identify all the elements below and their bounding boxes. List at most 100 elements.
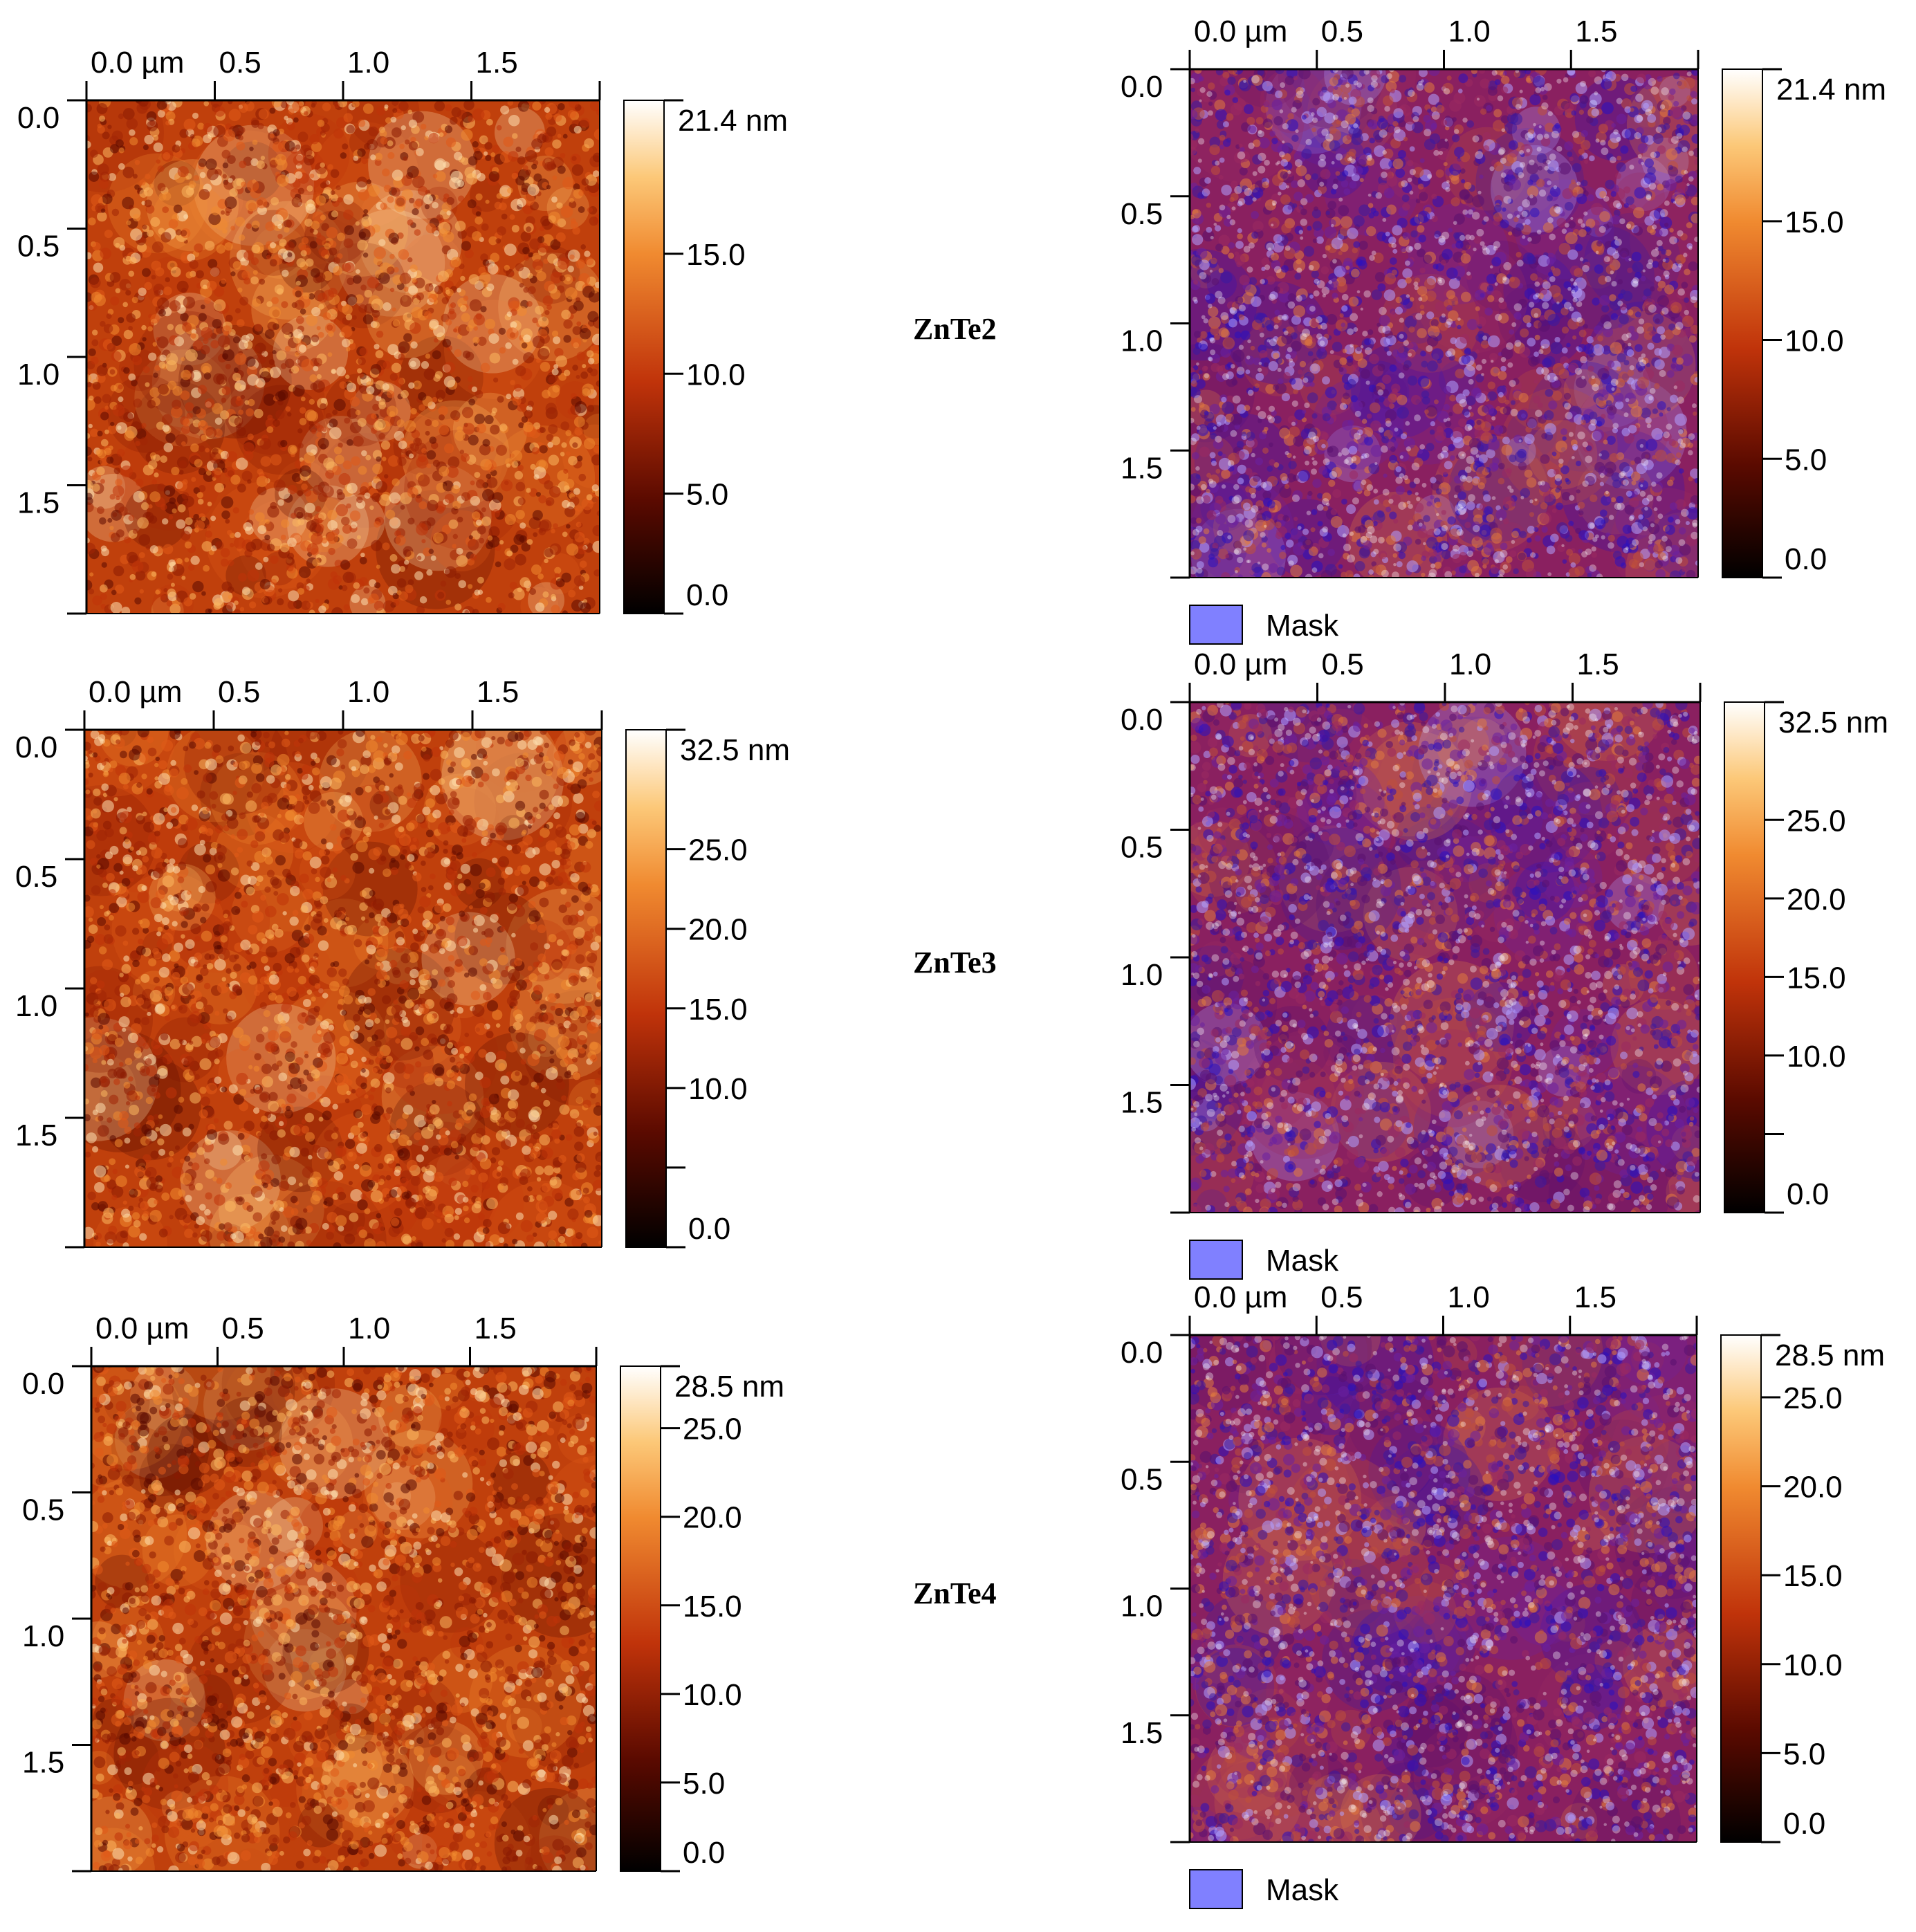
x-tick-label: 0.0 µm [1194, 15, 1287, 48]
scale-max-label: 32.5 nm [1778, 706, 1888, 739]
scale-tick-label: 10.0 [683, 1678, 742, 1712]
x-tick-label: 0.0 µm [89, 675, 182, 709]
y-tick-label: 0.0 [17, 101, 59, 135]
scale-tick-label: 10.0 [688, 1072, 748, 1106]
scale-tick-label: 15.0 [683, 1590, 742, 1623]
x-tick-label: 0.5 [1321, 15, 1363, 48]
height-map-texture [84, 730, 602, 1247]
height-map-texture [1190, 1335, 1697, 1842]
x-tick-label: 0.5 [219, 46, 261, 80]
mask-label: Mask [1266, 1244, 1339, 1278]
y-tick-label: 0.0 [22, 1367, 64, 1401]
y-tick-label: 0.0 [1121, 703, 1163, 737]
scale-tick-label: 5.0 [1783, 1737, 1825, 1771]
scale-tick-label: 10.0 [686, 358, 746, 392]
x-tick-label: 1.5 [477, 675, 519, 709]
scale-max-label: 28.5 nm [1775, 1338, 1885, 1372]
y-tick-label: 1.0 [17, 358, 59, 392]
scale-tick-label: 15.0 [1783, 1559, 1843, 1593]
scale-tick-label: 15.0 [688, 993, 748, 1027]
mask-label: Mask [1266, 609, 1339, 643]
scale-tick-label: 25.0 [683, 1413, 742, 1446]
scale-tick-label: 15.0 [686, 238, 746, 272]
height-map-texture [1190, 69, 1698, 578]
afm-mask-panel-znte2: 0.0 µm 0.5 1.0 1.5 0.0 0.5 1.0 1.5 21.4 nm 15.0 10… [1121, 15, 1886, 645]
afm-mask-panel-znte4: 0.0 µm 0.5 1.0 1.5 0.0 0.5 1.0 1.5 28.5 nm 25.0 20… [1121, 1280, 1885, 1909]
color-scale-bar [620, 1365, 661, 1872]
scale-tick-label: 20.0 [683, 1501, 742, 1535]
scale-max-label: 28.5 nm [674, 1370, 784, 1404]
x-tick-label: 0.0 µm [91, 46, 184, 80]
y-tick-label: 1.0 [22, 1619, 64, 1653]
height-map-texture [86, 100, 600, 614]
color-scale-bar [1724, 701, 1765, 1213]
x-tick-label: 1.5 [476, 46, 518, 80]
x-tick-label: 0.5 [1320, 1280, 1363, 1314]
x-tick-label: 1.5 [1575, 15, 1617, 48]
y-tick-label: 1.0 [1121, 324, 1163, 358]
height-map-texture [91, 1366, 596, 1871]
scale-tick-label: 15.0 [1787, 961, 1846, 995]
scale-tick-label: 10.0 [1787, 1040, 1846, 1074]
color-scale-bar [1720, 1334, 1762, 1843]
scale-tick-label: 5.0 [1785, 443, 1827, 477]
y-tick-label: 0.5 [15, 860, 57, 894]
mask-legend: Mask [1189, 1869, 1339, 1909]
x-tick-label: 1.0 [1449, 647, 1491, 681]
scale-tick-label: 0.0 [683, 1836, 725, 1870]
x-tick-label: 1.0 [348, 1312, 390, 1345]
scale-tick-label: 0.0 [1785, 542, 1827, 576]
y-tick-label: 0.5 [1121, 197, 1163, 231]
x-tick-label: 0.0 µm [1194, 647, 1287, 681]
scale-tick-label: 25.0 [1783, 1381, 1843, 1415]
sample-label-znte3: ZnTe3 [913, 946, 997, 979]
afm-mask-panel-znte3: 0.0 µm 0.5 1.0 1.5 0.0 0.5 1.0 1.5 32.5 nm 25.0 20… [1121, 647, 1888, 1280]
x-tick-label: 1.0 [347, 46, 389, 80]
scale-tick-label: 5.0 [683, 1767, 725, 1801]
x-tick-label: 1.0 [347, 675, 389, 709]
scale-tick-label: 10.0 [1785, 324, 1844, 358]
scale-tick-label: 20.0 [1787, 883, 1846, 917]
scale-max-label: 32.5 nm [680, 733, 790, 767]
scale-tick-label: 25.0 [688, 834, 748, 867]
x-tick-label: 1.5 [1574, 1280, 1616, 1314]
scale-tick-label: 10.0 [1783, 1648, 1843, 1682]
scale-tick-label: 20.0 [688, 913, 748, 947]
afm-height-panel-znte2: 0.0 µm 0.5 1.0 1.5 0.0 0.5 1.0 1.5 21.4 nm 15.0 10… [17, 46, 788, 615]
sample-label-znte4: ZnTe4 [913, 1576, 997, 1610]
y-tick-label: 0.5 [22, 1493, 64, 1527]
scale-tick-label: 15.0 [1785, 205, 1844, 239]
color-scale-bar [623, 100, 665, 614]
x-tick-label: 1.0 [1448, 1280, 1490, 1314]
scale-tick-label: 0.0 [1783, 1807, 1825, 1841]
y-tick-label: 0.0 [1121, 70, 1163, 104]
y-tick-label: 1.5 [1121, 1086, 1163, 1120]
mask-swatch [1189, 605, 1243, 645]
y-tick-label: 0.0 [15, 730, 57, 764]
sample-label-znte2: ZnTe2 [913, 312, 997, 346]
scale-tick-label: 0.0 [1787, 1177, 1829, 1211]
scale-tick-label: 0.0 [688, 1212, 730, 1246]
mask-swatch [1189, 1869, 1243, 1909]
x-tick-label: 0.5 [222, 1312, 264, 1345]
x-tick-label: 0.0 µm [95, 1312, 189, 1345]
mask-label: Mask [1266, 1873, 1339, 1907]
x-tick-label: 1.5 [475, 1312, 517, 1345]
scale-tick-label: 5.0 [686, 478, 728, 512]
mask-legend: Mask [1189, 1240, 1339, 1280]
y-tick-label: 1.5 [15, 1119, 57, 1152]
x-tick-label: 0.5 [218, 675, 260, 709]
y-tick-label: 1.0 [1121, 958, 1163, 992]
x-tick-label: 1.5 [1577, 647, 1619, 681]
x-tick-label: 1.0 [1448, 15, 1491, 48]
y-tick-label: 0.0 [1121, 1336, 1163, 1370]
y-tick-label: 1.0 [15, 989, 57, 1023]
scale-max-label: 21.4 nm [1776, 73, 1886, 107]
y-tick-label: 1.5 [1121, 451, 1163, 485]
height-map-texture [1190, 702, 1700, 1213]
scale-tick-label: 0.0 [686, 578, 728, 612]
y-tick-label: 0.5 [1121, 1462, 1163, 1496]
afm-height-panel-znte4: 0.0 µm 0.5 1.0 1.5 0.0 0.5 1.0 1.5 28.5 nm 25.0 20… [22, 1312, 784, 1873]
scale-tick-label: 25.0 [1787, 804, 1846, 838]
